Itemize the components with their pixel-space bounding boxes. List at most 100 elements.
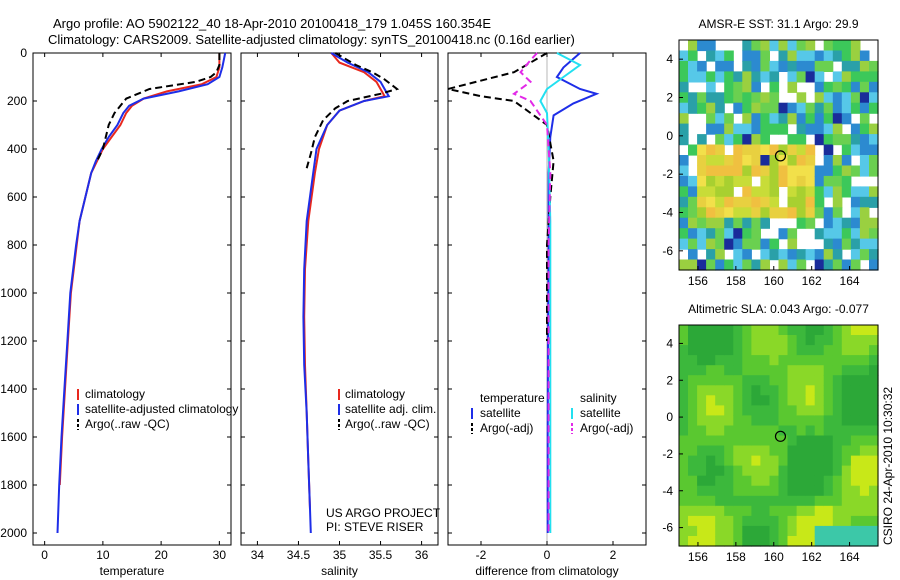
map-cell [787, 40, 798, 52]
map-cell [787, 385, 798, 396]
map-cell [850, 505, 861, 517]
map-cell [869, 405, 879, 416]
y-tick-label: -2 [662, 447, 673, 461]
map-cell [841, 144, 852, 156]
map-cell [778, 113, 789, 125]
map-cell [796, 249, 807, 261]
map-cell [787, 81, 798, 93]
map-cell [688, 415, 698, 426]
map-cell [796, 375, 807, 386]
map-cell [859, 455, 870, 467]
map-cell [805, 405, 816, 416]
map-cell [751, 102, 761, 114]
map-cell [814, 485, 825, 497]
map-cell [769, 207, 780, 219]
map-cell [823, 365, 834, 376]
sla-map-panel: Altimetric SLA: 0.043 Argo: -0.077 156 158… [662, 302, 879, 564]
map-cell [841, 405, 852, 416]
map-cell [715, 435, 725, 447]
map-cell [805, 485, 816, 497]
map-cell [751, 405, 761, 416]
map-cell [679, 445, 689, 457]
map-cell [823, 515, 834, 527]
map-cell [760, 40, 770, 52]
map-cell [688, 144, 698, 156]
map-cell [679, 395, 689, 406]
map-cell [742, 81, 752, 93]
footnote-pi: PI: STEVE RISER [326, 520, 424, 534]
map-cell [697, 60, 707, 72]
map-cell [679, 405, 689, 416]
map-cell [751, 134, 761, 146]
map-cell [733, 134, 743, 146]
map-cell [814, 505, 825, 517]
map-cell [823, 345, 834, 356]
map-cell [796, 259, 807, 271]
map-cell [742, 102, 752, 114]
map-cell [751, 155, 761, 167]
map-cell [859, 71, 870, 83]
map-cell [724, 71, 734, 83]
map-cell [742, 365, 752, 376]
map-cell [841, 155, 852, 167]
map-cell [796, 50, 807, 62]
map-cell [778, 50, 789, 62]
map-cell [832, 259, 843, 271]
map-cell [724, 465, 734, 477]
map-cell [787, 144, 798, 156]
map-cell [742, 515, 752, 527]
map-cell [724, 259, 734, 271]
map-cell [715, 495, 725, 507]
map-cell [850, 455, 861, 467]
map-cell [688, 536, 698, 547]
map-cell [679, 425, 689, 437]
map-cell [769, 355, 780, 366]
plot-frame [32, 52, 232, 546]
map-cell [706, 144, 716, 156]
map-cell [769, 144, 780, 156]
map-cell [688, 425, 698, 437]
map-cell [733, 325, 743, 336]
map-cell [706, 335, 716, 346]
map-cell [859, 395, 870, 406]
x-tick-label: 164 [840, 274, 860, 288]
map-cell [841, 40, 852, 52]
x-tick-label: 164 [840, 550, 860, 564]
map-cell [733, 345, 743, 356]
map-cell [769, 81, 780, 93]
map-cell [724, 425, 734, 437]
map-cell [742, 144, 752, 156]
map-cell [841, 81, 852, 93]
map-cell [814, 395, 825, 406]
map-cell [841, 238, 852, 250]
map-cell [724, 385, 734, 396]
map-cell [787, 102, 798, 114]
map-cell [869, 325, 879, 336]
map-cell [832, 435, 843, 447]
map-cell [778, 102, 789, 114]
map-cell [751, 123, 761, 135]
map-cell [796, 355, 807, 366]
y-tick-label: 600 [7, 190, 27, 204]
x-tick-label: 36 [415, 548, 429, 562]
map-cell [778, 536, 789, 547]
map-cell [742, 92, 752, 104]
map-cell [733, 425, 743, 437]
map-cell [715, 134, 725, 146]
map-cell [751, 207, 761, 219]
map-cell [832, 495, 843, 507]
map-cell [796, 134, 807, 146]
map-cell [742, 113, 752, 125]
map-cell [841, 71, 852, 83]
map-cell [769, 238, 780, 250]
map-cell [679, 175, 689, 187]
map-cell [859, 525, 870, 537]
map-cell [832, 228, 843, 240]
map-cell [778, 355, 789, 366]
map-cell [841, 395, 852, 406]
map-cell [715, 186, 725, 198]
map-cell [823, 102, 834, 114]
map-cell [778, 505, 789, 517]
map-cell [832, 155, 843, 167]
map-cell [679, 238, 689, 250]
